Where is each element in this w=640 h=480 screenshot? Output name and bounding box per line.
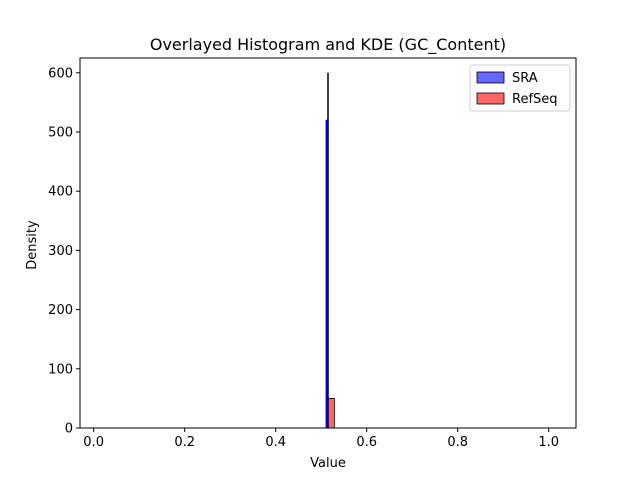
legend-label-refseq: RefSeq: [512, 92, 558, 107]
x-tick-label-5: 1.0: [538, 435, 559, 450]
legend: SRA RefSeq: [469, 64, 571, 112]
x-axis-label: Value: [310, 456, 346, 471]
y-axis-label: Density: [25, 220, 40, 270]
x-tick-label-4: 0.8: [447, 435, 468, 450]
legend-swatch-refseq: [476, 92, 505, 105]
y-tick-label-6: 600: [48, 66, 73, 81]
y-tick-label-3: 300: [48, 244, 73, 259]
y-tick-label-0: 0: [65, 422, 73, 437]
chart-title: Overlayed Histogram and KDE (GC_Content): [150, 35, 506, 55]
legend-label-sra: SRA: [512, 71, 538, 86]
axes: 0.0 0.2 0.4 0.6 0.8 1.0 0 100 200 300 400 500 600: [48, 57, 577, 450]
y-tick-label-5: 500: [48, 126, 73, 141]
y-tick-label-2: 200: [48, 303, 73, 318]
y-tick-label-1: 100: [48, 362, 73, 377]
x-tick-label-1: 0.2: [174, 435, 195, 450]
y-tick-label-4: 400: [48, 185, 73, 200]
plot-area: [325, 72, 335, 429]
x-tick-label-0: 0.0: [83, 435, 104, 450]
x-tick-label-3: 0.6: [356, 435, 377, 450]
legend-swatch-sra: [476, 71, 505, 84]
x-tick-label-2: 0.4: [265, 435, 286, 450]
plot-frame: [79, 57, 577, 429]
